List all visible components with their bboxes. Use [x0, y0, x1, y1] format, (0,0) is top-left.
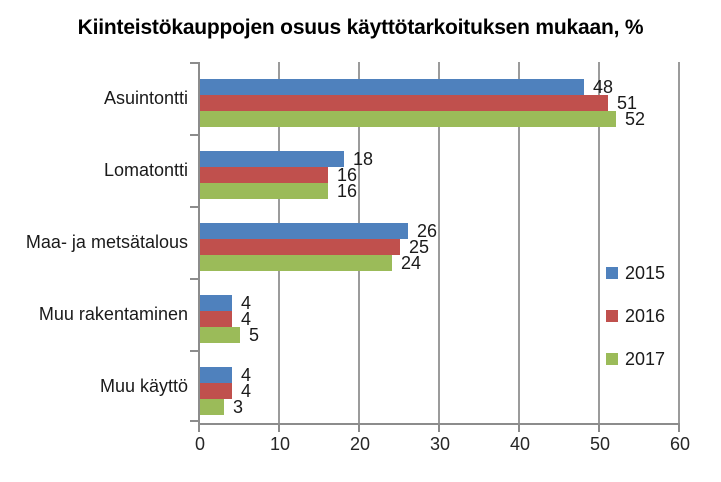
x-tick: [518, 425, 520, 432]
category-label: Asuintontti: [103, 88, 188, 108]
gridline: [518, 62, 520, 423]
category-label: Muu käyttö: [99, 376, 188, 396]
value-label: 25: [409, 237, 430, 257]
x-tick: [278, 425, 280, 432]
category-label: Lomatontti: [103, 160, 188, 180]
bar: [200, 183, 328, 199]
bar: [200, 111, 616, 127]
value-label: 24: [401, 253, 422, 273]
bar: [200, 239, 400, 255]
category-label: Muu rakentaminen: [38, 304, 188, 324]
bar: [200, 327, 240, 343]
bar: [200, 151, 344, 167]
bar: [200, 95, 608, 111]
y-tick: [190, 350, 198, 352]
gridline: [598, 62, 600, 423]
legend: 2015 2016 2017: [606, 262, 665, 391]
x-tick-label: 0: [194, 434, 205, 454]
gridline: [438, 62, 440, 423]
value-label: 4: [241, 309, 252, 329]
bar: [200, 311, 232, 327]
legend-label: 2016: [625, 305, 666, 326]
chart-title: Kiinteistökauppojen osuus käyttötarkoitu…: [77, 16, 644, 39]
bar: [200, 167, 328, 183]
x-tick: [438, 425, 440, 432]
x-tick-label: 20: [349, 434, 371, 454]
x-tick-label: 10: [269, 434, 291, 454]
legend-label: 2017: [625, 348, 666, 369]
value-label: 18: [353, 149, 374, 169]
value-label: 4: [241, 381, 252, 401]
y-tick: [190, 278, 198, 280]
x-tick-label: 60: [669, 434, 691, 454]
bar: [200, 383, 232, 399]
legend-swatch-icon: [606, 353, 618, 365]
plot-area: 48 51 52 18 16 16 26 25 24 4 4 5 4 4 3: [198, 62, 680, 425]
x-tick-label: 40: [509, 434, 531, 454]
legend-item: 2015: [606, 262, 665, 284]
value-label: 4: [241, 365, 252, 385]
bar: [200, 367, 232, 383]
value-label: 26: [417, 221, 438, 241]
x-tick: [358, 425, 360, 432]
value-label: 5: [249, 325, 260, 345]
value-label: 52: [625, 109, 646, 129]
y-tick: [190, 206, 198, 208]
y-tick: [190, 134, 198, 136]
bar: [200, 223, 408, 239]
x-tick: [198, 425, 200, 432]
value-label: 48: [593, 77, 614, 97]
legend-label: 2015: [625, 262, 666, 283]
x-tick-label: 30: [429, 434, 451, 454]
y-tick: [190, 420, 198, 422]
bar: [200, 255, 392, 271]
y-tick: [190, 62, 198, 64]
value-label: 16: [337, 181, 358, 201]
value-label: 3: [233, 397, 244, 417]
bar: [200, 399, 224, 415]
value-label: 51: [617, 93, 638, 113]
x-tick: [598, 425, 600, 432]
x-tick-label: 50: [589, 434, 611, 454]
value-label: 4: [241, 293, 252, 313]
legend-item: 2016: [606, 305, 665, 327]
legend-swatch-icon: [606, 310, 618, 322]
bar: [200, 295, 232, 311]
legend-item: 2017: [606, 348, 665, 370]
legend-swatch-icon: [606, 267, 618, 279]
category-label: Maa- ja metsätalous: [25, 232, 188, 252]
value-label: 16: [337, 165, 358, 185]
bar: [200, 79, 584, 95]
x-tick: [678, 425, 680, 432]
gridline: [678, 62, 680, 423]
